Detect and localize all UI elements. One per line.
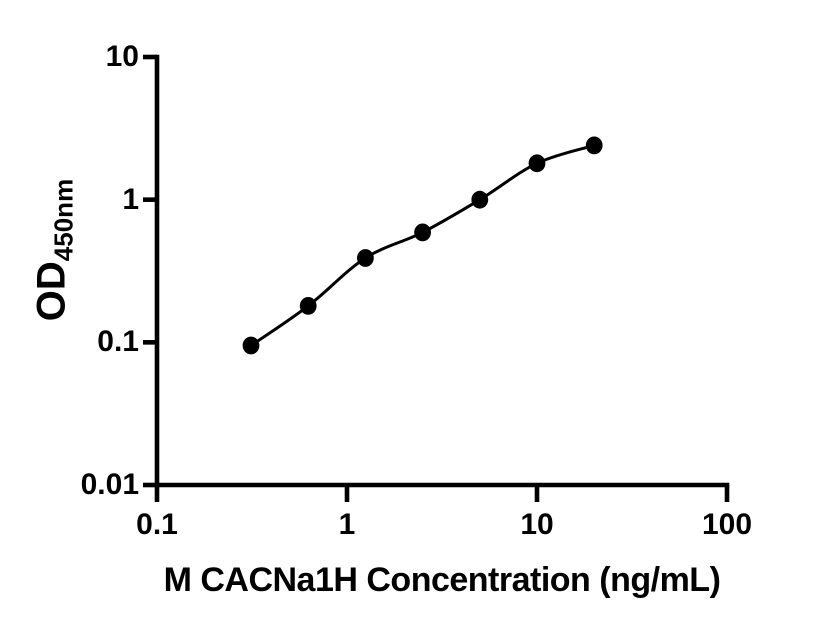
data-point <box>414 223 431 242</box>
y-tick-label-10: 10 <box>105 40 139 73</box>
data-point <box>585 136 603 155</box>
x-tick-label-10: 10 <box>520 508 554 541</box>
data-point <box>357 249 374 267</box>
x-axis-title: M CACNa1H Concentration (ng/mL) <box>163 561 721 599</box>
y-tick-label-0-01: 0.01 <box>80 468 139 501</box>
x-tick-label-0-1: 0.1 <box>136 508 178 541</box>
data-point <box>242 336 260 355</box>
data-point <box>528 154 546 173</box>
x-tick-label-1: 1 <box>338 508 356 541</box>
data-point <box>471 190 489 209</box>
y-axis-title-main: OD <box>29 261 74 322</box>
y-tick-label-0-1: 0.1 <box>97 325 139 359</box>
fitted-curve <box>250 143 595 347</box>
y-tick-label-1: 1 <box>122 182 139 216</box>
data-point <box>299 297 317 315</box>
x-tick-label-100: 100 <box>701 508 753 541</box>
